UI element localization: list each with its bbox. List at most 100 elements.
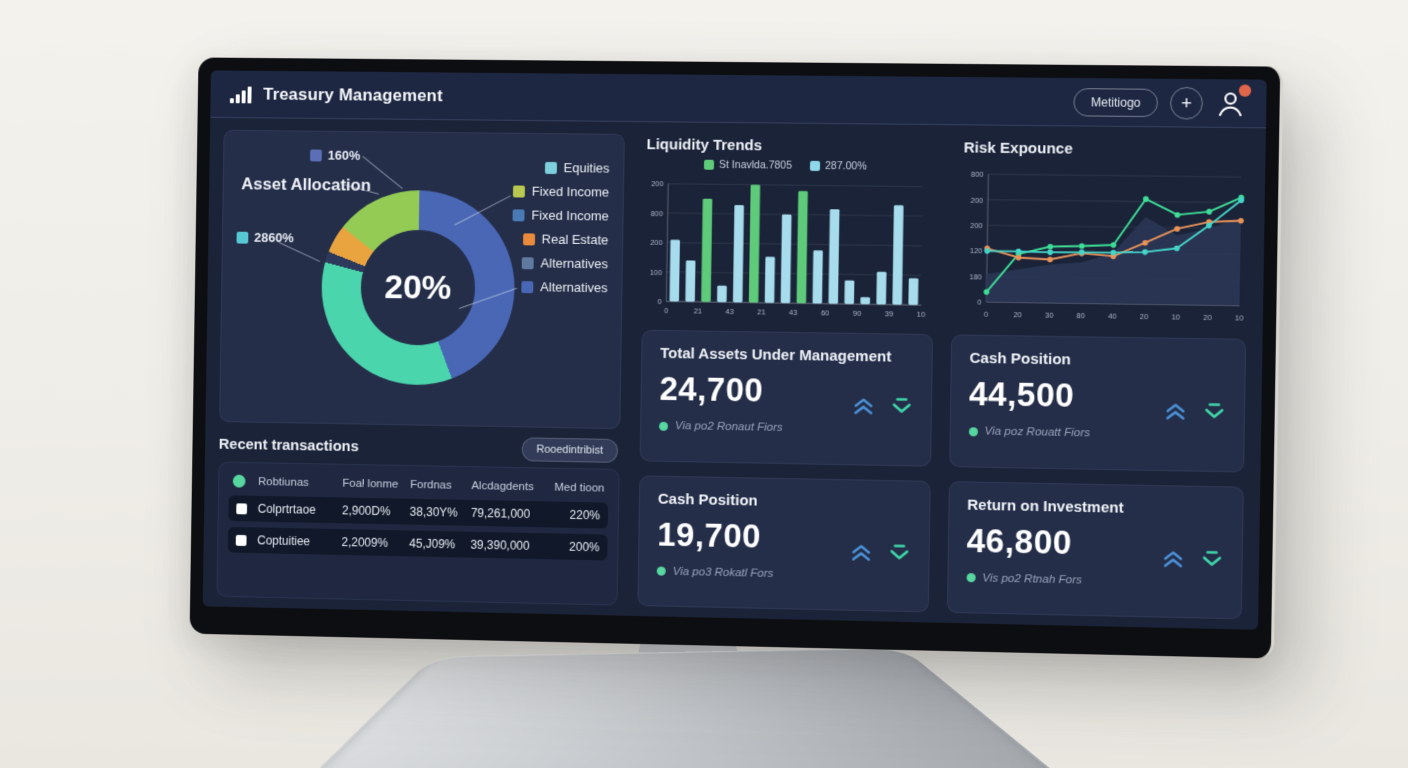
svg-text:200: 200: [970, 195, 983, 204]
svg-text:180: 180: [969, 272, 982, 281]
double-chevron-up-icon: [1162, 397, 1189, 424]
legend-swatch: [544, 161, 557, 174]
svg-text:800: 800: [970, 170, 983, 179]
callout-swatch: [236, 231, 249, 244]
trend-icons: [850, 392, 915, 419]
transactions-action-button[interactable]: Rooedintribist: [521, 437, 619, 463]
card-title: Total Assets Under Management: [660, 344, 892, 366]
risk-exposure-chart: Risk Expounce 800 200 200 120 180 0 0 20 30 80 40 2…: [959, 137, 1249, 330]
chart-title: Risk Expounce: [963, 139, 1073, 158]
transactions-header: Recent transactions Rooedintribist: [218, 432, 619, 463]
row-checkbox[interactable]: [235, 534, 247, 546]
asset-allocation-panel: Asset Allocation 20% 160% 2860%: [219, 129, 625, 430]
asset-legend: Equities Fixed Income Fixed Income Real …: [511, 160, 610, 295]
chevron-down-bar-icon: [886, 539, 913, 566]
menu-button[interactable]: Metitiogo: [1073, 87, 1159, 117]
asset-allocation-title: Asset Allocation: [241, 174, 372, 195]
chart-legend-item: 287.00%: [809, 160, 867, 173]
dashboard-screen: Treasury Management Metitiogo + Asset Al…: [202, 70, 1267, 630]
card-title: Cash Position: [657, 490, 758, 510]
svg-text:43: 43: [789, 308, 797, 317]
trend-icons: [1160, 544, 1226, 572]
double-chevron-up-icon: [1160, 544, 1187, 571]
svg-text:21: 21: [694, 307, 702, 316]
svg-text:0: 0: [983, 309, 987, 318]
callout-label: 2860%: [236, 230, 294, 245]
legend-item: Fixed Income: [512, 183, 609, 200]
add-button[interactable]: +: [1169, 86, 1204, 120]
donut-center-label: 20%: [384, 267, 452, 307]
status-dot: [232, 474, 246, 488]
svg-text:39: 39: [885, 310, 894, 319]
card-title: Cash Position: [969, 349, 1072, 369]
svg-text:10: 10: [1235, 313, 1244, 322]
legend-swatch: [521, 280, 534, 293]
card-note: Via po3 Rokatl Fors: [656, 565, 910, 582]
callout-swatch: [310, 148, 322, 161]
status-dot: [656, 566, 666, 576]
metric-card-return-on-investment: Return on Investment 46,800 Vis po2 Rtna…: [946, 480, 1244, 620]
liquidity-trends-chart: Liquidity Trends St Inavlda.7805 287.00%…: [642, 134, 928, 326]
column-header: Med tioon: [554, 481, 605, 495]
svg-text:0: 0: [664, 306, 668, 315]
svg-text:60: 60: [821, 309, 829, 318]
legend-item: Alternatives: [512, 255, 608, 271]
svg-text:40: 40: [1108, 311, 1117, 320]
bar-chart-canvas: 200 800 200 100 00 21 43 21 43 60 90 39 10: [650, 179, 926, 319]
column-header: Robtiunas: [258, 475, 309, 489]
svg-text:10: 10: [917, 310, 926, 319]
chart-legend-item: St Inavlda.7805: [703, 159, 792, 172]
svg-text:30: 30: [1044, 310, 1053, 319]
legend-swatch: [512, 184, 525, 198]
svg-text:0: 0: [977, 298, 981, 307]
notification-badge: [1238, 83, 1252, 97]
card-note: Vis po2 Rtnah Fors: [966, 572, 1223, 590]
legend-item: Real Estate: [512, 231, 608, 247]
double-chevron-up-icon: [850, 392, 877, 419]
transactions-panel: Robtiunas Foal lonme Fordnas Alcdagdents…: [216, 461, 620, 606]
metric-cards: Total Assets Under Management 24,700 Via…: [637, 329, 1247, 620]
row-checkbox[interactable]: [236, 502, 248, 514]
card-note: Via po2 Ronaut Fiors: [659, 420, 912, 436]
svg-text:0: 0: [657, 297, 661, 306]
leader-line: [279, 242, 321, 263]
user-avatar-icon[interactable]: [1215, 83, 1252, 119]
svg-text:100: 100: [650, 267, 663, 276]
transactions-title: Recent transactions: [218, 435, 359, 455]
svg-text:120: 120: [969, 246, 982, 255]
svg-text:20: 20: [1013, 310, 1022, 319]
table-row[interactable]: Coptuitiee 2,2009% 45,J09% 39,390,000 20…: [227, 526, 608, 561]
chart-legend: St Inavlda.7805 287.00%: [644, 158, 927, 173]
trend-icons: [1162, 397, 1228, 424]
chevron-down-bar-icon: [888, 393, 915, 420]
line-chart-canvas: 800 200 200 120 180 00 20 30 80 40 20 10 20 10: [969, 170, 1244, 322]
app-title: Treasury Management: [263, 84, 443, 105]
column-header: Foal lonme: [342, 477, 399, 491]
legend-item: Alternatives: [511, 279, 608, 295]
svg-text:800: 800: [651, 209, 664, 218]
charts-row: Liquidity Trends St Inavlda.7805 287.00%…: [642, 134, 1250, 331]
column-header: Alcdagdents: [471, 479, 534, 493]
chevron-down-bar-icon: [1198, 545, 1225, 572]
legend-swatch: [512, 208, 525, 221]
legend-swatch: [521, 256, 534, 269]
chevron-down-bar-icon: [1201, 398, 1228, 425]
svg-text:80: 80: [1076, 311, 1085, 320]
svg-text:10: 10: [1171, 312, 1180, 321]
status-dot: [659, 421, 669, 431]
callout-label: 160%: [310, 147, 360, 163]
double-chevron-up-icon: [847, 538, 874, 565]
metric-card-total-assets: Total Assets Under Management 24,700 Via…: [639, 329, 933, 467]
card-title: Return on Investment: [967, 496, 1124, 517]
bar-chart-icon: [229, 85, 252, 103]
legend-item: Equities: [513, 160, 610, 176]
svg-text:200: 200: [650, 238, 663, 247]
metric-card-cash-position-2: Cash Position 19,700 Via po3 Rokatl Fors: [637, 474, 931, 613]
right-column: Liquidity Trends St Inavlda.7805 287.00%…: [637, 134, 1250, 620]
monitor: Treasury Management Metitiogo + Asset Al…: [189, 57, 1284, 659]
left-column: Asset Allocation 20% 160% 2860%: [216, 129, 625, 606]
svg-text:20: 20: [1139, 311, 1148, 320]
legend-swatch: [809, 160, 821, 171]
topbar-actions: Metitiogo +: [1073, 83, 1252, 120]
svg-text:21: 21: [757, 308, 765, 317]
